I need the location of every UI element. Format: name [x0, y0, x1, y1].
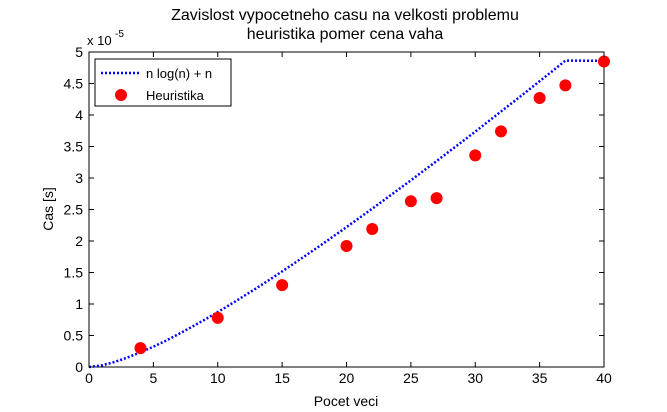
- y-tick-label: 2: [75, 233, 83, 249]
- legend-marker-swatch: [115, 89, 127, 101]
- heuristika-point: [404, 195, 417, 208]
- y-tick-label: 5: [75, 44, 83, 60]
- x-tick-label: 5: [149, 370, 157, 386]
- y-axis-label: Cas [s]: [40, 187, 56, 231]
- heuristika-point: [211, 311, 224, 324]
- y-tick-label: 3.5: [64, 139, 84, 155]
- heuristika-point: [134, 342, 147, 355]
- y-tick-label: 2.5: [64, 202, 84, 218]
- x-axis-label: Pocet veci: [314, 393, 379, 409]
- x-tick-label: 20: [339, 370, 355, 386]
- legend-label-fit: n log(n) + n: [146, 66, 212, 81]
- y-tick-label: 4: [75, 107, 83, 123]
- heuristika-point: [533, 91, 546, 104]
- y-exponent-label: x 10 -5: [87, 29, 124, 48]
- y-tick-label: 0.5: [64, 328, 84, 344]
- x-tick-label: 25: [403, 370, 419, 386]
- y-tick-label: 3: [75, 170, 83, 186]
- x-tick-label: 15: [274, 370, 290, 386]
- y-tick-label: 1: [75, 296, 83, 312]
- chart-subtitle: heuristika pomer cena vaha: [247, 26, 444, 43]
- heuristika-point: [598, 55, 610, 68]
- y-exponent-power: -5: [115, 29, 124, 40]
- x-tick-label: 40: [596, 370, 612, 386]
- x-axis-ticks: 0 5 10 15 20 25 30 35 40: [85, 52, 612, 386]
- heuristika-point: [559, 79, 572, 92]
- x-tick-label: 10: [210, 370, 226, 386]
- heuristika-point: [276, 279, 289, 292]
- x-tick-label: 0: [85, 370, 93, 386]
- y-tick-label: 4.5: [64, 76, 84, 92]
- y-axis-ticks: 0 0.5 1 1.5 2 2.5 3 3.5 4 4.5 5: [64, 44, 604, 375]
- chart-title: Zavislost vypocetneho casu na velkosti p…: [171, 7, 519, 24]
- heuristika-point: [430, 192, 443, 205]
- legend-label-heuristika: Heuristika: [146, 88, 205, 103]
- y-tick-label: 0: [75, 359, 83, 375]
- heuristika-point: [495, 125, 507, 138]
- heuristika-point: [340, 240, 353, 253]
- y-tick-label: 1.5: [64, 265, 84, 281]
- legend: n log(n) + n Heuristika: [94, 58, 232, 107]
- x-tick-label: 30: [467, 370, 483, 386]
- y-exponent-base: x 10: [87, 33, 112, 48]
- heuristika-point: [469, 149, 482, 162]
- heuristika-markers: [134, 55, 610, 355]
- x-tick-label: 35: [532, 370, 548, 386]
- heuristika-point: [366, 223, 379, 236]
